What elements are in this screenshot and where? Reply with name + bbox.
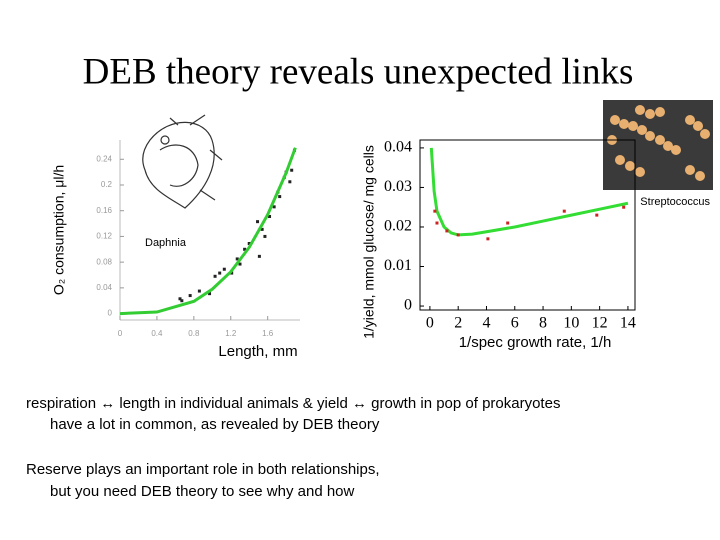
data-point xyxy=(486,237,490,241)
x-tick-label: 2 xyxy=(454,315,462,332)
annotation: Streptococcus xyxy=(640,196,710,208)
data-point xyxy=(257,254,261,258)
body-text: but you need DEB theory to see why and h… xyxy=(50,483,355,500)
x-tick-label: 8 xyxy=(539,315,547,332)
data-point xyxy=(213,274,217,278)
x-tick-label: 0 xyxy=(426,315,434,332)
data-point xyxy=(456,233,460,237)
x-tick-label: 0.8 xyxy=(188,329,200,338)
streptococcus-photo xyxy=(603,100,713,190)
data-point xyxy=(562,209,566,213)
y-tick-label: 0 xyxy=(404,297,412,314)
daphnia-drawing xyxy=(142,114,223,209)
data-point xyxy=(188,294,192,298)
data-point xyxy=(178,297,182,301)
x-tick-label: 4 xyxy=(482,315,490,332)
data-point xyxy=(256,220,260,224)
x-tick-label: 1.2 xyxy=(225,329,237,338)
data-point xyxy=(288,180,292,184)
data-point xyxy=(290,168,294,172)
data-point xyxy=(208,292,212,296)
x-tick-label: 10 xyxy=(563,315,579,332)
data-point xyxy=(260,227,264,231)
y-tick-label: 0.16 xyxy=(96,206,112,215)
data-point xyxy=(218,271,222,275)
y-tick-label: 0.04 xyxy=(384,139,412,156)
y-axis-label: O₂ consumption, μl/h xyxy=(51,165,67,295)
data-point xyxy=(435,221,439,225)
data-point xyxy=(272,205,276,209)
plot-frame xyxy=(419,139,636,311)
x-axis-label: Length, mm xyxy=(218,343,297,360)
data-point xyxy=(238,262,242,266)
x-tick-label: 6 xyxy=(511,315,519,332)
data-point xyxy=(595,213,599,217)
fit-curve xyxy=(429,147,629,237)
slide-title: DEB theory reveals unexpected links xyxy=(83,51,634,92)
y-tick-label: 0.2 xyxy=(101,180,113,189)
y-tick-label: 0.12 xyxy=(96,232,112,241)
y-tick-label: 0.04 xyxy=(96,283,112,292)
data-point xyxy=(235,257,239,261)
fit-curve xyxy=(119,147,297,316)
y-tick-label: 0.03 xyxy=(384,178,412,195)
data-point xyxy=(278,195,282,199)
data-point xyxy=(268,215,272,218)
body-text: have a lot in common, as revealed by DEB… xyxy=(50,416,380,433)
data-point xyxy=(180,299,184,303)
data-point xyxy=(433,209,437,213)
annotation: Daphnia xyxy=(145,237,187,249)
x-tick-label: 14 xyxy=(620,315,636,332)
data-point xyxy=(243,247,247,251)
data-point xyxy=(222,267,226,271)
y-tick-label: 0.02 xyxy=(384,218,412,235)
x-tick-label: 12 xyxy=(592,315,608,332)
y-tick-label: 0.24 xyxy=(96,154,112,163)
y-tick-label: 0.08 xyxy=(96,257,112,266)
body-text: respiration ↔ length in individual anima… xyxy=(26,395,560,412)
x-axis-label: 1/spec growth rate, 1/h xyxy=(459,334,612,351)
y-tick-label: 0.01 xyxy=(384,257,412,274)
data-point xyxy=(263,234,267,238)
data-point xyxy=(230,271,234,275)
y-tick-label: 0 xyxy=(108,309,113,318)
x-tick-label: 0 xyxy=(118,329,123,338)
data-point xyxy=(622,205,626,209)
data-point xyxy=(506,221,510,225)
data-point xyxy=(197,289,201,293)
data-point xyxy=(445,229,449,233)
body-text: Reserve plays an important role in both … xyxy=(26,461,380,478)
x-tick-label: 0.4 xyxy=(151,329,163,338)
y-axis-label: 1/yield, mmol glucose/ mg cells xyxy=(361,145,377,339)
x-tick-label: 1.6 xyxy=(262,329,274,338)
data-point xyxy=(247,242,251,245)
